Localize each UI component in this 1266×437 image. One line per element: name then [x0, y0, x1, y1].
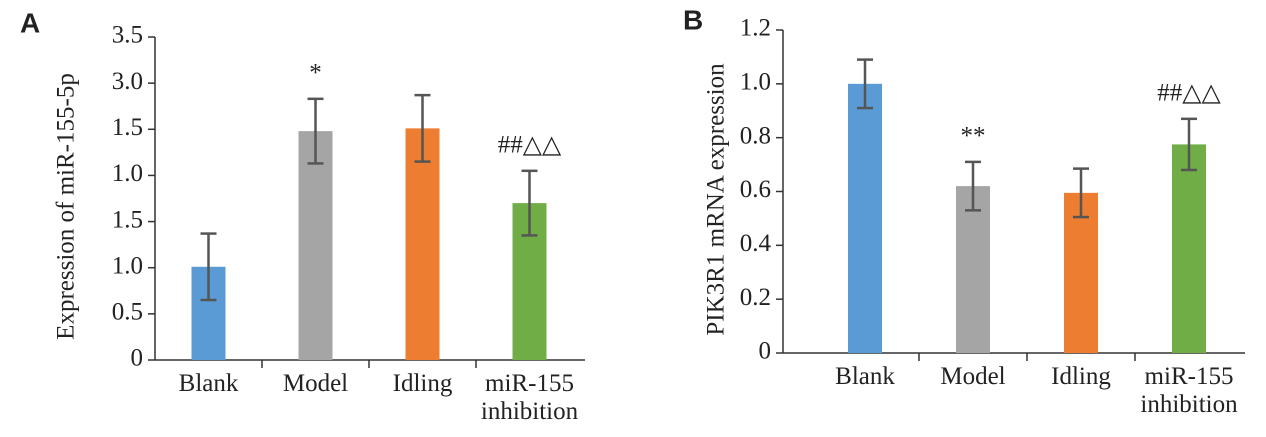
bar — [298, 131, 333, 360]
bar — [956, 186, 990, 353]
x-tick-label: miR-155 inhibition — [480, 370, 579, 425]
x-tick-label: Blank — [835, 363, 895, 390]
annotation: ** — [961, 123, 986, 150]
x-tick-label: Idling — [392, 370, 453, 397]
bar — [1064, 192, 1098, 353]
y-tick-label: 0.2 — [740, 284, 771, 311]
y-tick-label: 1.0 — [740, 69, 771, 96]
y-tick-label: 0 — [131, 345, 144, 372]
x-tick-label: Model — [940, 363, 1006, 390]
y-tick-label: 3.5 — [112, 22, 143, 49]
y-tick-label: 1.5 — [112, 206, 143, 233]
y-tick-label: 1.5 — [112, 114, 143, 141]
y-tick-label: 1.0 — [112, 160, 143, 187]
y-tick-label: 0.8 — [740, 122, 771, 149]
y-tick-label: 0.4 — [740, 230, 772, 257]
x-tick-label: Idling — [1051, 363, 1111, 390]
annotation: * — [309, 60, 322, 87]
x-tick-label: Model — [282, 370, 349, 397]
y-tick-label: 0 — [759, 338, 772, 365]
annotation: ##△△ — [1157, 80, 1221, 107]
y-axis-label: Expression of miR-155-5p — [53, 73, 80, 340]
y-tick-label: 3.0 — [112, 68, 143, 95]
annotation: ##△△ — [498, 132, 562, 159]
y-tick-label: 0.6 — [740, 176, 771, 203]
panel-label: B — [683, 4, 703, 35]
y-tick-label: 1.2 — [740, 15, 771, 42]
bar — [848, 83, 882, 353]
bar — [1172, 144, 1206, 353]
panel-label: A — [20, 7, 40, 38]
x-tick-label: miR-155 inhibition — [1140, 363, 1238, 418]
y-tick-label: 1.0 — [112, 252, 143, 279]
y-axis-label: PIK3R1 mRNA expression — [703, 63, 730, 336]
bar — [405, 128, 440, 360]
y-tick-label: 0.5 — [112, 299, 143, 326]
x-tick-label: Blank — [178, 370, 239, 397]
